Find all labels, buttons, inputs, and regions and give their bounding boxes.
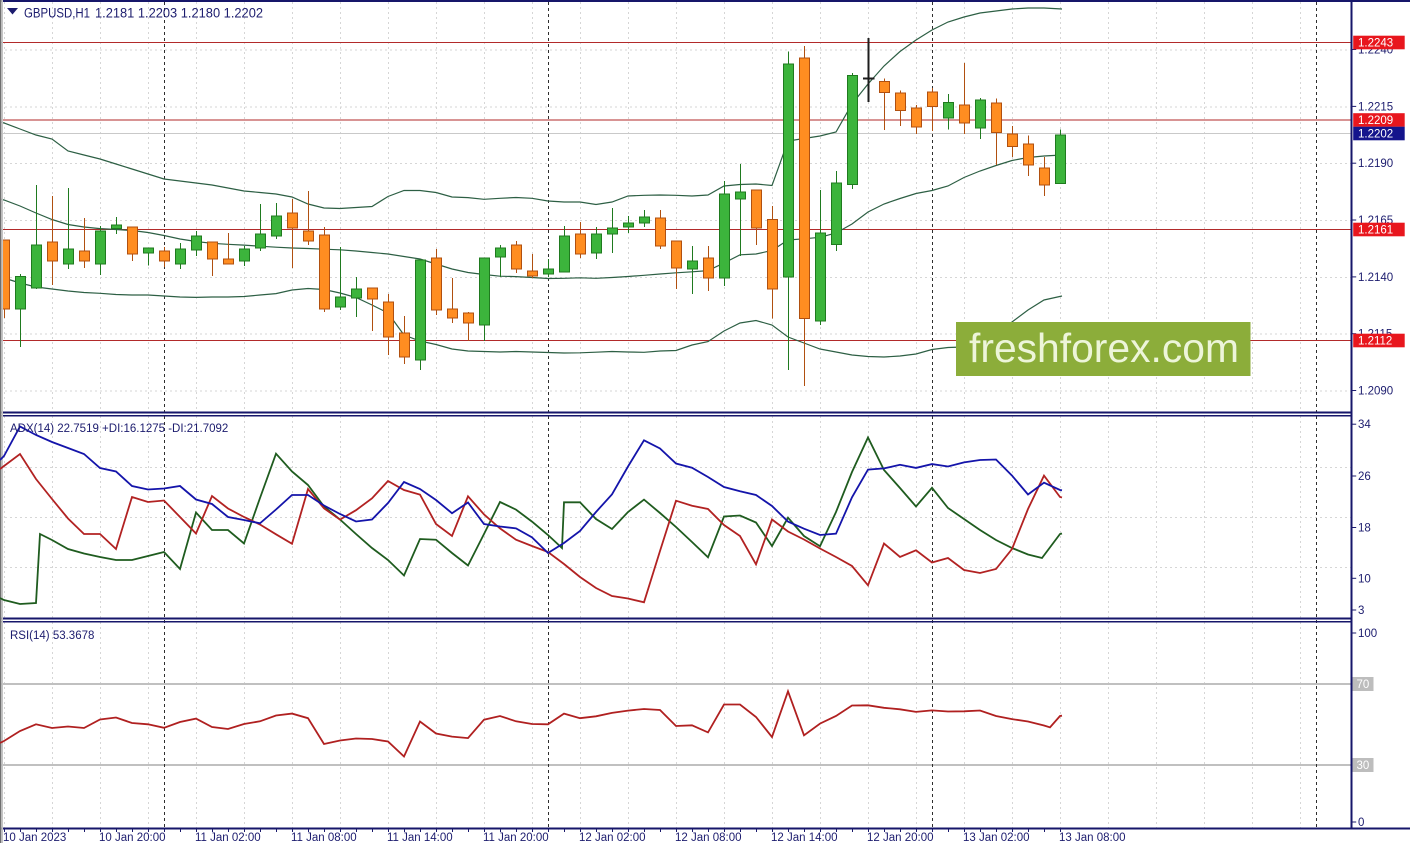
svg-text:1.2243: 1.2243	[1358, 38, 1393, 50]
svg-text:1.2112: 1.2112	[1358, 336, 1392, 348]
svg-text:1.2181 1.2203 1.2180 1.2202: 1.2181 1.2203 1.2180 1.2202	[95, 6, 263, 21]
svg-text:11 Jan 20:00: 11 Jan 20:00	[483, 832, 549, 843]
svg-text:3: 3	[1358, 605, 1364, 617]
svg-text:GBPUSD,H1: GBPUSD,H1	[24, 6, 90, 21]
svg-text:34: 34	[1358, 419, 1371, 431]
svg-text:12 Jan 02:00: 12 Jan 02:00	[579, 832, 646, 843]
svg-text:10 Jan 2023: 10 Jan 2023	[3, 832, 66, 843]
svg-text:30: 30	[1357, 760, 1370, 772]
svg-text:70: 70	[1357, 679, 1370, 691]
svg-text:12 Jan 14:00: 12 Jan 14:00	[771, 832, 838, 843]
svg-text:1.2202: 1.2202	[1358, 129, 1393, 141]
svg-text:freshforex.com: freshforex.com	[969, 325, 1239, 371]
svg-text:0: 0	[1358, 817, 1364, 829]
svg-text:100: 100	[1358, 628, 1377, 640]
svg-text:11 Jan 02:00: 11 Jan 02:00	[195, 832, 261, 843]
svg-text:1.2161: 1.2161	[1358, 225, 1393, 237]
svg-text:1.2090: 1.2090	[1358, 386, 1393, 398]
svg-text:ADX(14) 22.7519 +DI:16.1275 -D: ADX(14) 22.7519 +DI:16.1275 -DI:21.7092	[10, 423, 228, 435]
svg-text:18: 18	[1358, 523, 1371, 535]
svg-text:12 Jan 08:00: 12 Jan 08:00	[675, 832, 742, 843]
svg-text:26: 26	[1358, 471, 1371, 483]
svg-text:1.2215: 1.2215	[1358, 101, 1393, 113]
svg-text:13 Jan 08:00: 13 Jan 08:00	[1059, 832, 1126, 843]
svg-text:13 Jan 02:00: 13 Jan 02:00	[963, 832, 1030, 843]
svg-text:1.2190: 1.2190	[1358, 158, 1393, 170]
svg-text:1.2209: 1.2209	[1358, 115, 1393, 127]
svg-text:RSI(14) 53.3678: RSI(14) 53.3678	[10, 630, 94, 642]
svg-text:1.2140: 1.2140	[1358, 272, 1393, 284]
svg-text:10: 10	[1358, 573, 1371, 585]
svg-text:11 Jan 14:00: 11 Jan 14:00	[387, 832, 453, 843]
svg-text:11 Jan 08:00: 11 Jan 08:00	[291, 832, 357, 843]
svg-text:12 Jan 20:00: 12 Jan 20:00	[867, 832, 934, 843]
svg-text:10 Jan 20:00: 10 Jan 20:00	[99, 832, 166, 843]
